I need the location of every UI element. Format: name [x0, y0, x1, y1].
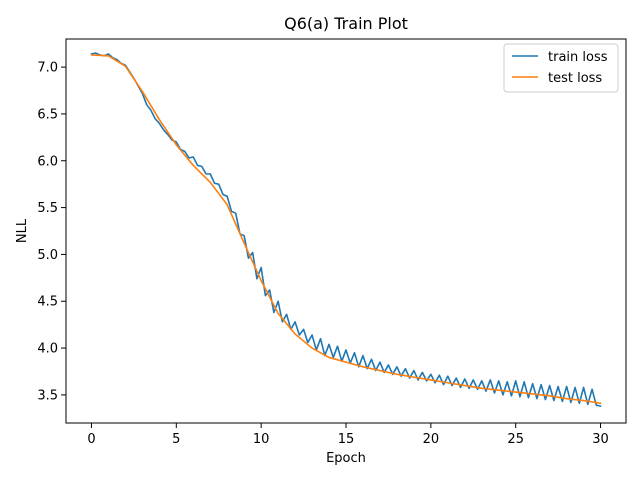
y-tick-label: 5.5 [37, 201, 58, 216]
x-axis-label: Epoch [326, 451, 366, 466]
x-tick-label: 25 [507, 432, 524, 447]
plot-area [90, 52, 602, 407]
y-tick-label: 4.0 [37, 342, 58, 357]
y-axis-label: NLL [15, 218, 30, 243]
legend: train loss test loss [503, 43, 619, 93]
y-axis-ticks: 3.5 4.0 4.5 5.0 5.5 6.0 6.5 7.0 [37, 61, 66, 403]
x-axis-ticks: 0 5 10 15 20 25 30 [87, 423, 609, 447]
x-tick-label: 30 [592, 432, 609, 447]
y-tick-label: 7.0 [37, 61, 58, 76]
y-tick-label: 6.0 [37, 154, 58, 169]
y-tick-label: 5.0 [37, 248, 58, 263]
series-line-train-loss [90, 52, 602, 407]
y-tick-label: 3.5 [37, 388, 58, 403]
series-line-test-loss [90, 54, 602, 405]
x-tick-label: 5 [172, 432, 180, 447]
x-tick-label: 0 [87, 432, 95, 447]
y-tick-label: 6.5 [37, 107, 58, 122]
x-tick-label: 15 [338, 432, 355, 447]
legend-label-test-loss: test loss [548, 71, 602, 86]
y-tick-label: 4.5 [37, 295, 58, 310]
legend-label-train-loss: train loss [548, 50, 608, 65]
x-tick-label: 20 [423, 432, 440, 447]
chart-title: Q6(a) Train Plot [284, 14, 408, 33]
x-tick-label: 10 [253, 432, 270, 447]
